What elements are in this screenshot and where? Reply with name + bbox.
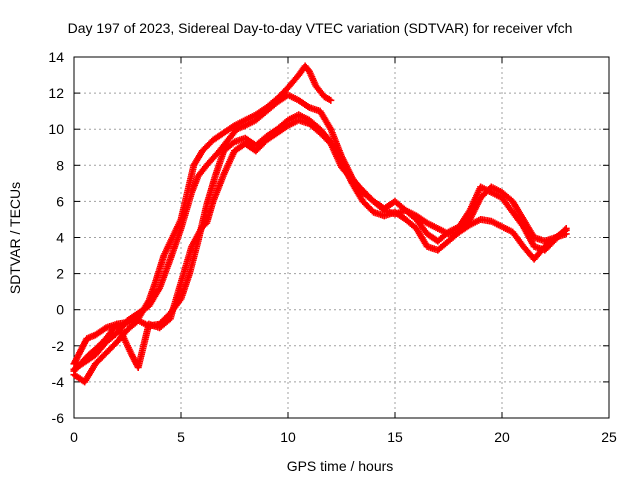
x-axis-label: GPS time / hours [287, 458, 394, 474]
y-tick-label: 0 [56, 302, 64, 318]
y-tick-label: -2 [52, 338, 65, 354]
x-tick-label: 25 [601, 429, 617, 445]
y-tick-label: 12 [48, 85, 64, 101]
x-tick-label: 10 [280, 429, 296, 445]
y-tick-label: 4 [56, 230, 64, 246]
y-tick-label: 8 [56, 157, 64, 173]
data-point [562, 224, 570, 232]
x-tick-label: 5 [177, 429, 185, 445]
x-tick-label: 15 [387, 429, 403, 445]
y-tick-label: 10 [48, 121, 64, 137]
chart-title: Day 197 of 2023, Sidereal Day-to-day VTE… [68, 20, 573, 36]
y-tick-label: -6 [52, 410, 65, 426]
grid-layer [74, 57, 609, 418]
data-point [327, 96, 335, 104]
y-tick-label: 14 [48, 49, 64, 65]
x-tick-label: 20 [494, 429, 510, 445]
y-axis-label: SDTVAR / TECUs [7, 182, 23, 294]
series-track-4 [70, 116, 570, 375]
y-tick-label: 2 [56, 266, 64, 282]
y-tick-label: 6 [56, 193, 64, 209]
x-tick-label: 0 [70, 429, 78, 445]
data-point [561, 226, 569, 234]
tick-layer: 0 5 10 15 20 25 -6 -4 -2 0 2 4 6 8 10 12 14 [48, 49, 617, 445]
data-layer [70, 62, 570, 386]
y-tick-label: -4 [52, 374, 65, 390]
